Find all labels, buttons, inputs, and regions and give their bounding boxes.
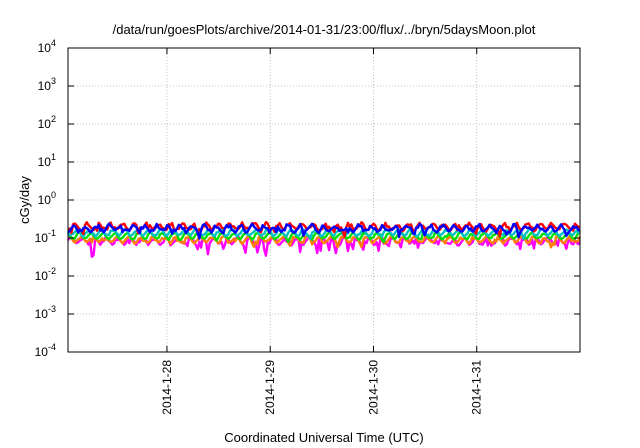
- series-line: [67, 222, 581, 240]
- x-axis-ticks: 2014-1-28 2014-1-29 2014-1-30 2014-1-31: [160, 48, 484, 415]
- y-tick-label: 102: [38, 114, 56, 131]
- y-tick-label: 101: [38, 152, 56, 169]
- y-axis-label: cGy/day: [17, 176, 32, 224]
- grid-lines: [68, 48, 580, 352]
- y-tick-label: 104: [38, 38, 56, 55]
- y-tick-label: 10-4: [35, 342, 56, 359]
- y-tick-label: 100: [38, 190, 56, 207]
- x-tick-label: 2014-1-29: [263, 360, 277, 415]
- y-axis-ticks: 104 103 102 101 100 10-1 10-2 10-3 10-4: [35, 38, 580, 359]
- y-tick-label: 10-2: [35, 266, 56, 283]
- x-tick-label: 2014-1-31: [470, 360, 484, 415]
- x-tick-label: 2014-1-30: [366, 360, 380, 415]
- x-axis-label: Coordinated Universal Time (UTC): [224, 430, 423, 445]
- y-tick-label: 103: [38, 76, 56, 93]
- y-tick-label: 10-3: [35, 304, 56, 321]
- series-lines: [66, 220, 582, 258]
- chart-title: /data/run/goesPlots/archive/2014-01-31/2…: [113, 22, 536, 37]
- x-tick-label: 2014-1-28: [160, 360, 174, 415]
- y-tick-label: 10-1: [35, 228, 56, 245]
